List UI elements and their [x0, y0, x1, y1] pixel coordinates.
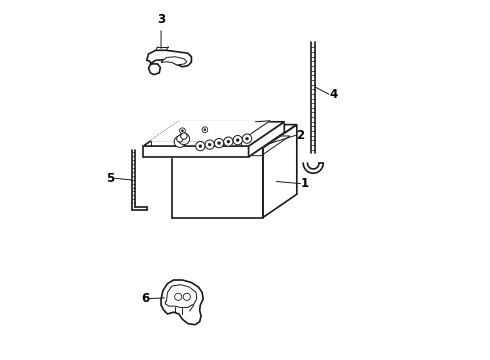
Polygon shape [143, 122, 284, 146]
Circle shape [227, 140, 230, 143]
Circle shape [178, 133, 190, 145]
Polygon shape [172, 148, 263, 217]
Polygon shape [143, 132, 284, 157]
Circle shape [224, 137, 233, 146]
Circle shape [176, 136, 183, 142]
Circle shape [205, 140, 214, 149]
Circle shape [174, 136, 186, 148]
Circle shape [243, 134, 252, 143]
Circle shape [181, 133, 187, 139]
Circle shape [208, 143, 211, 146]
Polygon shape [143, 146, 248, 157]
Circle shape [202, 127, 208, 132]
Polygon shape [161, 57, 187, 65]
Polygon shape [151, 121, 270, 141]
Text: 4: 4 [329, 88, 337, 101]
Polygon shape [311, 42, 316, 153]
Circle shape [174, 293, 182, 300]
Text: 2: 2 [296, 129, 304, 142]
Polygon shape [161, 280, 203, 325]
Text: 3: 3 [157, 13, 165, 26]
Circle shape [236, 139, 239, 141]
Circle shape [179, 128, 185, 134]
Text: 1: 1 [300, 177, 309, 190]
Circle shape [218, 142, 220, 145]
Text: 6: 6 [141, 292, 149, 305]
Polygon shape [263, 125, 297, 217]
Circle shape [181, 130, 183, 132]
Polygon shape [165, 285, 197, 307]
Circle shape [245, 137, 248, 140]
Circle shape [183, 293, 190, 300]
Polygon shape [172, 125, 297, 148]
Polygon shape [147, 50, 192, 75]
Circle shape [204, 129, 206, 131]
Polygon shape [248, 122, 284, 157]
Text: 5: 5 [106, 172, 115, 185]
Circle shape [214, 139, 223, 148]
Circle shape [233, 135, 243, 145]
Circle shape [196, 141, 205, 151]
Circle shape [199, 145, 202, 148]
